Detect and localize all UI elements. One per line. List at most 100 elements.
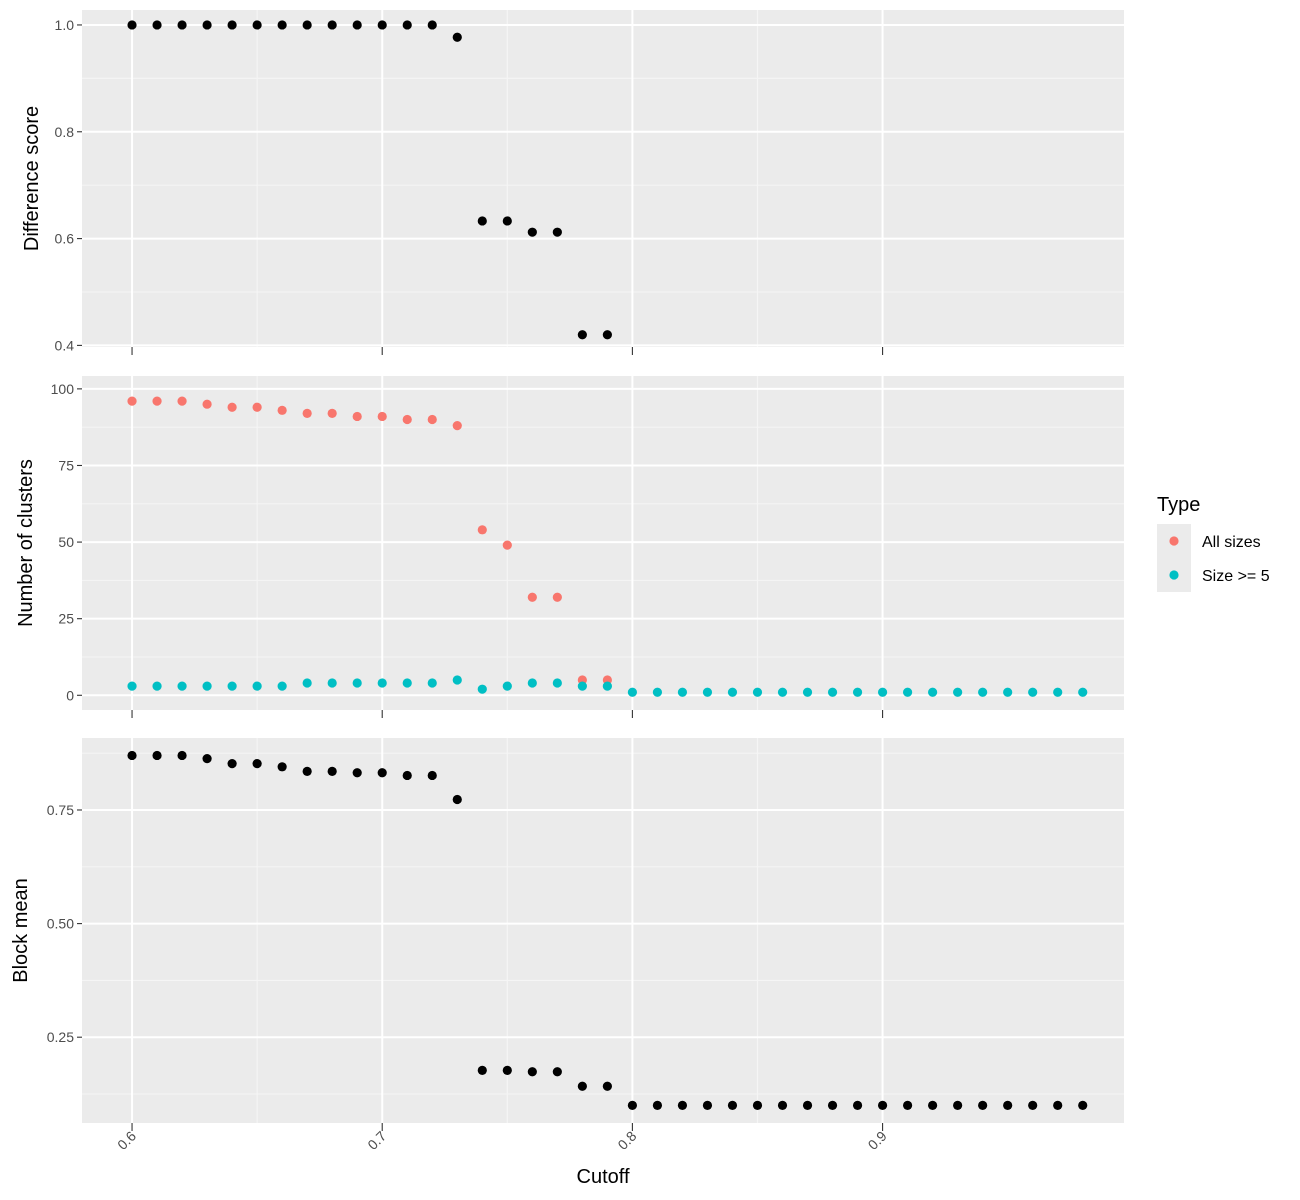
data-point bbox=[427, 414, 437, 425]
data-point bbox=[477, 216, 487, 226]
data-point bbox=[227, 759, 237, 769]
data-point bbox=[352, 768, 362, 778]
data-point bbox=[202, 681, 212, 691]
data-point bbox=[127, 20, 137, 30]
data-point bbox=[1003, 1100, 1013, 1110]
data-point bbox=[252, 681, 262, 691]
data-point bbox=[502, 216, 512, 226]
data-point bbox=[352, 678, 362, 688]
legend: Type All sizes Size >= 5 bbox=[1157, 494, 1270, 592]
y-tick-label: 0.8 bbox=[55, 124, 75, 140]
data-point bbox=[902, 687, 913, 697]
data-point bbox=[452, 421, 462, 431]
panel-background bbox=[82, 10, 1124, 347]
series-1 bbox=[127, 396, 612, 685]
data-point bbox=[627, 1100, 637, 1110]
data-point bbox=[852, 1100, 863, 1110]
data-point bbox=[1078, 1100, 1088, 1110]
data-point bbox=[702, 1100, 713, 1110]
data-point bbox=[427, 770, 437, 781]
y-axis-title: Block mean bbox=[10, 878, 32, 983]
data-point bbox=[502, 681, 512, 691]
data-point bbox=[1003, 687, 1013, 697]
legend-items: All sizes Size >= 5 bbox=[1157, 524, 1270, 592]
data-point bbox=[802, 1100, 813, 1110]
x-axis-title: Cutoff bbox=[577, 1166, 630, 1188]
data-point bbox=[577, 1081, 587, 1091]
data-point bbox=[527, 592, 537, 602]
data-point bbox=[227, 681, 237, 691]
data-point bbox=[877, 687, 888, 697]
data-point bbox=[202, 399, 212, 409]
legend-label: Size >= 5 bbox=[1202, 568, 1270, 585]
data-point bbox=[127, 396, 137, 406]
data-point bbox=[527, 1067, 537, 1077]
data-point bbox=[302, 20, 312, 30]
legend-item: All sizes bbox=[1157, 524, 1261, 558]
data-point bbox=[152, 20, 162, 30]
y-tick-label: 0.6 bbox=[55, 231, 75, 247]
panel-1: 0.4 0.6 0.8 1.0 Difference score bbox=[21, 10, 1124, 355]
data-point bbox=[402, 770, 412, 781]
y-tick-label: 1.0 bbox=[55, 17, 75, 33]
y-tick-label: 0.4 bbox=[55, 337, 75, 353]
data-point bbox=[152, 396, 162, 406]
panel-background bbox=[82, 738, 1124, 1123]
data-point bbox=[252, 402, 262, 412]
data-point bbox=[502, 540, 512, 550]
x-tick-label: 0.6 bbox=[114, 1128, 139, 1153]
data-point bbox=[377, 20, 387, 30]
data-point bbox=[727, 1100, 738, 1110]
legend-key-point bbox=[1169, 570, 1179, 580]
legend-item: Size >= 5 bbox=[1157, 558, 1270, 592]
data-point bbox=[1078, 687, 1088, 697]
data-point bbox=[402, 678, 412, 688]
data-point bbox=[552, 1067, 562, 1077]
y-tick-label: 25 bbox=[58, 611, 74, 627]
data-point bbox=[727, 687, 738, 697]
data-point bbox=[552, 227, 562, 237]
data-point bbox=[177, 20, 187, 30]
data-point bbox=[277, 20, 287, 30]
data-point bbox=[877, 1100, 888, 1110]
data-point bbox=[477, 1065, 487, 1075]
data-point bbox=[527, 227, 537, 237]
data-point bbox=[352, 20, 362, 30]
chart-panels: 0.4 0.6 0.8 1.0 Difference score 0 25 50 75 100 Nu… bbox=[10, 10, 1124, 1153]
data-point bbox=[377, 768, 387, 778]
data-point bbox=[402, 20, 412, 30]
data-point bbox=[502, 1065, 512, 1075]
data-point bbox=[227, 402, 237, 412]
data-point bbox=[577, 681, 587, 691]
data-point bbox=[327, 678, 337, 688]
panel-2: 0 25 50 75 100 Number of clusters bbox=[15, 376, 1124, 718]
data-point bbox=[827, 1100, 838, 1110]
data-point bbox=[302, 408, 312, 418]
data-point bbox=[827, 687, 838, 697]
data-point bbox=[302, 678, 312, 688]
data-point bbox=[953, 687, 963, 697]
data-point bbox=[427, 678, 437, 688]
data-point bbox=[602, 681, 612, 691]
data-point bbox=[327, 20, 337, 30]
data-point bbox=[277, 681, 287, 691]
data-point bbox=[477, 684, 487, 694]
data-point bbox=[627, 687, 637, 697]
data-point bbox=[452, 794, 462, 805]
data-point bbox=[677, 687, 688, 697]
data-point bbox=[602, 1081, 612, 1091]
data-point bbox=[602, 330, 612, 340]
data-point bbox=[677, 1100, 688, 1110]
data-point bbox=[202, 20, 212, 30]
data-point bbox=[377, 678, 387, 688]
data-point bbox=[427, 20, 437, 30]
data-point bbox=[377, 411, 387, 422]
data-point bbox=[552, 678, 562, 688]
data-point bbox=[302, 766, 312, 776]
data-point bbox=[777, 687, 788, 697]
x-tick-label: 0.9 bbox=[865, 1128, 890, 1153]
data-point bbox=[177, 396, 187, 406]
data-point bbox=[1053, 1100, 1063, 1110]
data-point bbox=[252, 759, 262, 769]
